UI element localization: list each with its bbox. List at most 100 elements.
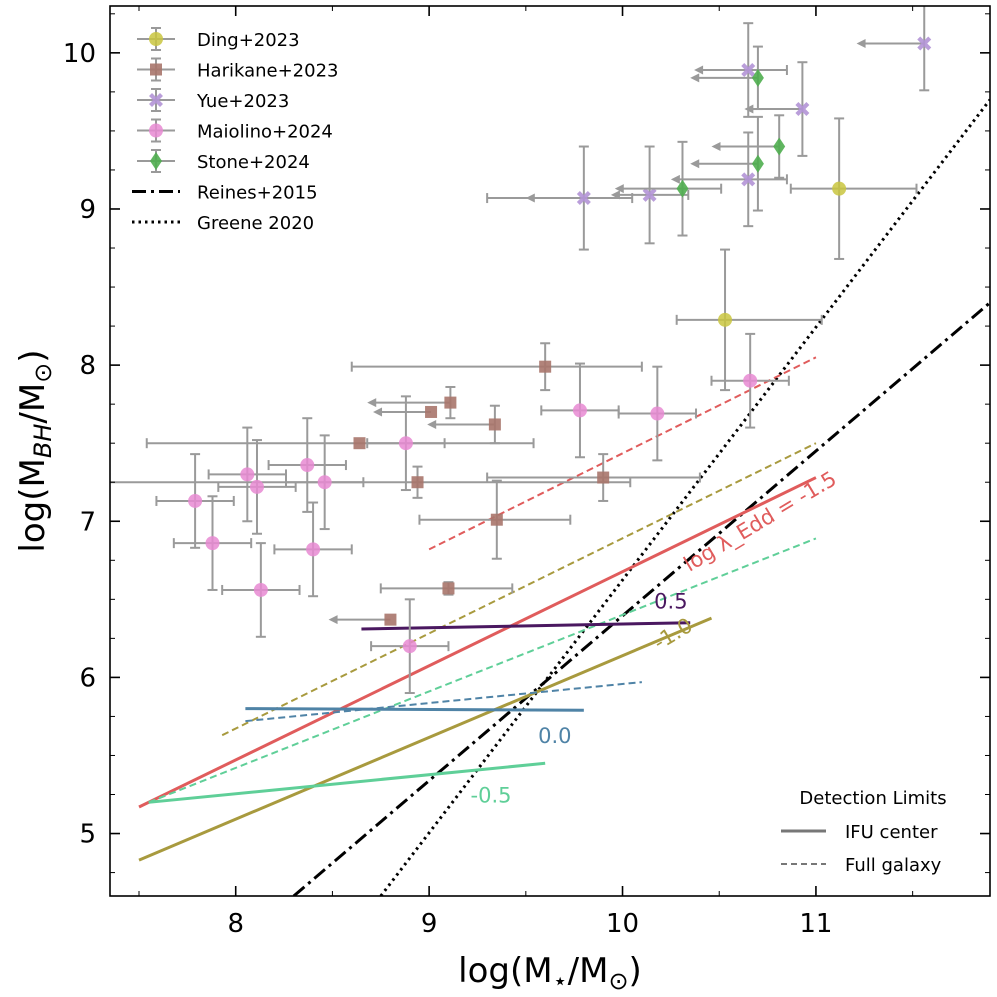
- legend-marker: [150, 63, 162, 76]
- legend-marker: [149, 123, 163, 138]
- legend-label: Yue+2023: [196, 91, 289, 112]
- legend-entry: Full galaxy: [781, 855, 942, 876]
- data-point: [614, 140, 723, 237]
- data-point: [217, 439, 297, 535]
- legend-label: Ding+2023: [197, 30, 300, 51]
- point-marker: [249, 479, 264, 494]
- point-marker: [773, 137, 786, 156]
- point-marker: [488, 418, 501, 431]
- data-point: [540, 362, 620, 459]
- legend-entry: Harikane+2023: [137, 57, 338, 82]
- point-marker: [795, 102, 810, 117]
- data-point: [207, 426, 287, 523]
- legend-entry: Maiolino+2024: [137, 118, 333, 143]
- full-galaxy-limit-line: [221, 442, 817, 737]
- line-annotations: log λ_Edd = -1.5 0.5-1.0 0.0 -0.5: [471, 467, 842, 808]
- y-axis-label-part: BH: [29, 424, 57, 459]
- point-marker: [317, 475, 332, 490]
- relation-line: [292, 301, 990, 896]
- data-point: [789, 117, 918, 260]
- point-marker: [539, 360, 552, 373]
- data-point: [379, 581, 514, 596]
- ifu-center-limit-line: [361, 621, 691, 631]
- arrow-head: [856, 38, 866, 48]
- legend-entry: Greene 2020: [132, 213, 314, 234]
- point-marker: [741, 63, 756, 78]
- data-point: [172, 495, 253, 591]
- point-marker: [832, 181, 847, 196]
- arrow-head: [367, 398, 377, 408]
- data-point: [221, 542, 301, 638]
- legend-label: IFU center: [845, 822, 938, 843]
- axis-ticks: 8 9 10 11 5 6 7 8 9 10: [63, 6, 990, 939]
- point-marker: [306, 542, 321, 557]
- legend-entry: Stone+2024: [137, 149, 310, 173]
- data-point: [267, 417, 347, 513]
- y-tick-label: 6: [79, 663, 96, 693]
- x-tick-label: 10: [606, 909, 639, 939]
- data-point: [486, 145, 634, 251]
- point-marker: [205, 536, 220, 551]
- data-point: [350, 342, 643, 392]
- point-marker: [442, 582, 455, 595]
- arrow-head: [670, 174, 680, 184]
- plot-frame: [109, 5, 991, 897]
- data-point: [145, 437, 535, 450]
- point-marker: [576, 191, 591, 206]
- data-point: [744, 61, 810, 157]
- y-axis-label-part: /M: [13, 383, 53, 424]
- point-marker: [676, 179, 689, 198]
- x-axis-label-part: /M: [568, 951, 609, 991]
- data-point: [710, 332, 790, 429]
- point-marker: [751, 68, 764, 87]
- legend-marker: [149, 93, 163, 107]
- legend-entry: Reines+2015: [132, 183, 318, 204]
- arrow-head: [610, 190, 620, 200]
- legend-marker: [150, 152, 162, 170]
- legend-entry: IFU center: [781, 822, 938, 843]
- y-tick-label: 7: [79, 507, 96, 537]
- data-point: [418, 479, 572, 560]
- legend-label: Reines+2015: [197, 183, 318, 204]
- legend: Ding+2023 Harikane+2023 Yue+2023 Maiolino+2…: [132, 27, 338, 234]
- detection-limits-legend: Detection Limits IFU center Full galaxy: [781, 788, 947, 876]
- detection-limit-lines: [138, 356, 817, 862]
- data-point: [856, 6, 932, 92]
- y-tick-label: 9: [79, 195, 96, 225]
- x-axis-label-part: ⊙: [608, 967, 628, 995]
- data-point: [486, 453, 701, 502]
- point-marker: [743, 373, 758, 388]
- point-marker: [751, 154, 764, 173]
- x-axis-label: log(M⋆/M⊙): [458, 951, 642, 995]
- full-galaxy-limit-line: [245, 681, 642, 723]
- point-marker: [718, 312, 733, 327]
- point-marker: [402, 639, 417, 654]
- legend-label: Greene 2020: [197, 213, 314, 234]
- arrow-head: [328, 615, 338, 625]
- arrow-head: [525, 193, 535, 203]
- point-marker: [398, 436, 413, 451]
- line-annotation: 0.0: [538, 724, 571, 748]
- point-marker: [384, 613, 397, 626]
- legend-label: Maiolino+2024: [197, 122, 333, 143]
- ifu-center-limit-line: [138, 616, 713, 862]
- point-marker: [741, 172, 756, 187]
- relation-line: [379, 98, 990, 896]
- data-point: [328, 613, 397, 626]
- data-point: [711, 114, 786, 179]
- y-tick-label: 8: [79, 351, 96, 381]
- ifu-center-limit-line: [148, 761, 546, 804]
- relation-lines: [292, 98, 990, 896]
- data-point: [427, 404, 501, 445]
- point-marker: [490, 513, 503, 526]
- line-annotation: -1.0: [649, 613, 696, 655]
- point-marker: [188, 493, 203, 508]
- arrow-head: [711, 142, 721, 152]
- arrow-head: [373, 407, 383, 417]
- legend-label: Stone+2024: [197, 152, 310, 173]
- x-tick-label: 11: [799, 909, 832, 939]
- arrow-head: [690, 159, 700, 169]
- data-point: [694, 22, 788, 118]
- arrow-head: [427, 419, 437, 429]
